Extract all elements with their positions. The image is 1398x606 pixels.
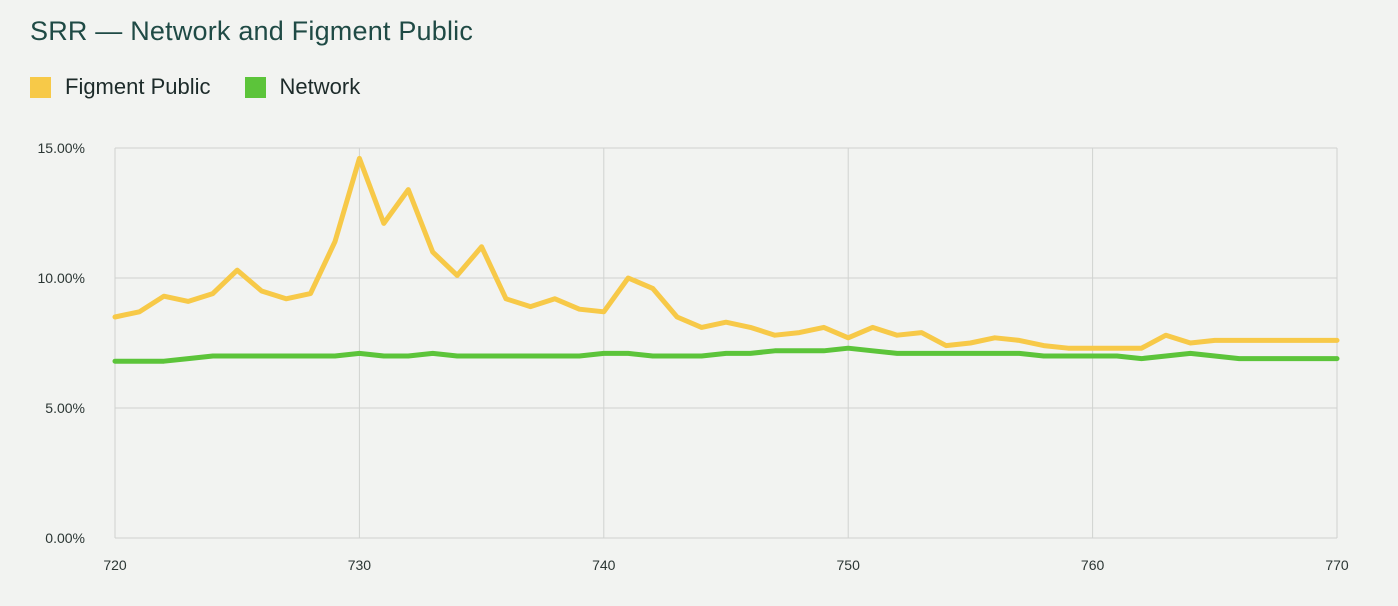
legend-label-figment-public: Figment Public [65, 74, 211, 99]
series-line-network [112, 345, 1340, 364]
x-tick-label: 740 [592, 557, 616, 573]
x-tick-label: 720 [103, 557, 127, 573]
legend-item-network: Network [244, 74, 361, 100]
legend-swatch-network [244, 76, 266, 98]
grid [114, 147, 1338, 539]
legend-item-figment-public: Figment Public [30, 74, 211, 100]
x-tick-label: 770 [1325, 557, 1349, 573]
legend-swatch-figment-public [30, 76, 51, 98]
series-line-figment-public [112, 155, 1340, 351]
chart-title: SRR — Network and Figment Public [30, 16, 474, 46]
x-tick-label: 750 [837, 557, 861, 573]
x-tick-label: 760 [1081, 557, 1105, 573]
y-tick-label: 15.00% [38, 140, 85, 156]
legend: Figment Public Network [30, 72, 394, 102]
legend-label-network: Network [279, 74, 361, 99]
axis-labels: 0.00% 5.00% 10.00% 15.00% 720 730 740 750 760 770 [38, 140, 1349, 573]
y-tick-label: 5.00% [45, 400, 85, 416]
y-tick-label: 0.00% [45, 530, 85, 546]
series-lines [112, 155, 1340, 364]
x-tick-label: 730 [348, 557, 372, 573]
y-tick-label: 10.00% [38, 270, 85, 286]
